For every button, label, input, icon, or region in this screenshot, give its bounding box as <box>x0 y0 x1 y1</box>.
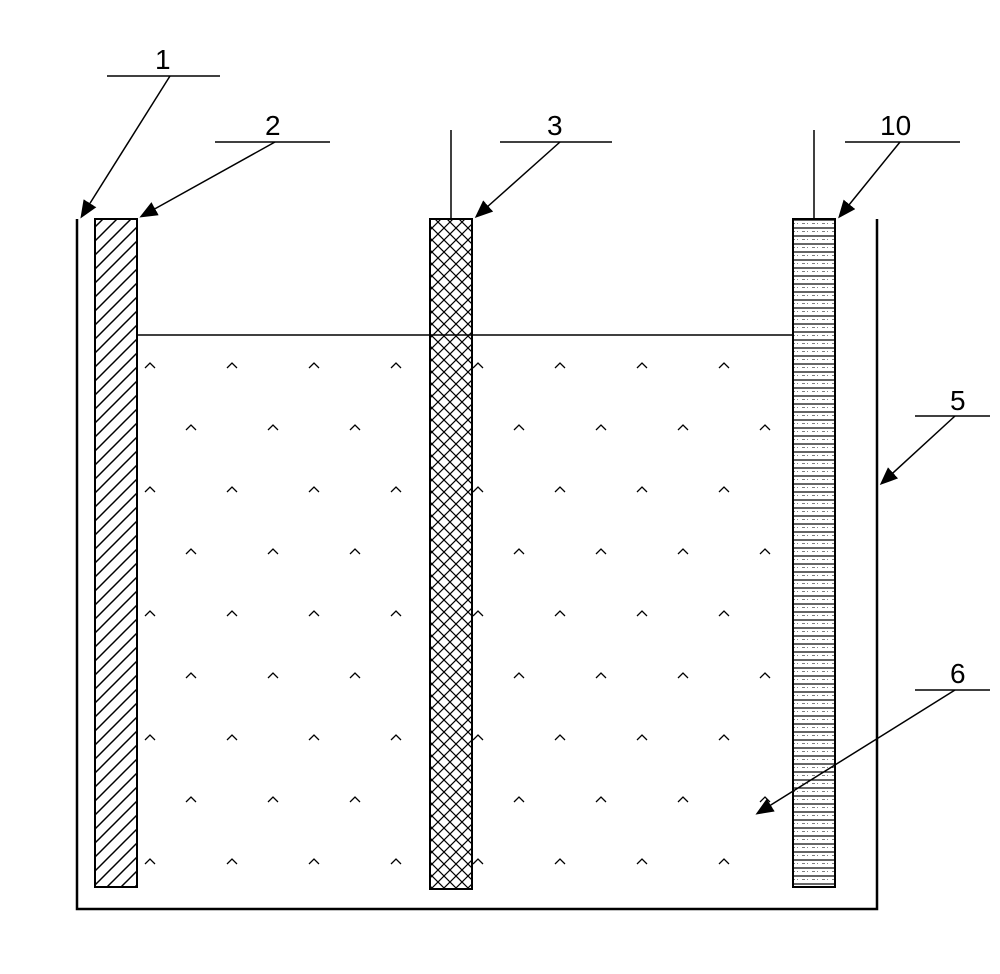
label-5-text: 5 <box>950 385 966 417</box>
label-3-leader <box>477 142 560 216</box>
diagram-svg <box>0 0 1000 974</box>
label-6-text: 6 <box>950 658 966 690</box>
electrode-left <box>95 219 137 887</box>
label-3-text: 3 <box>547 110 563 142</box>
label-5-leader <box>882 416 955 483</box>
diagram-container: 1 2 3 10 5 6 <box>0 0 1000 974</box>
label-2-text: 2 <box>265 110 281 142</box>
electrode-center <box>430 219 472 889</box>
label-10-text: 10 <box>880 110 911 142</box>
label-2-leader <box>142 142 275 216</box>
label-1-text: 1 <box>155 44 171 76</box>
label-10-leader <box>840 142 900 216</box>
container-outer <box>77 219 877 909</box>
label-6-leader <box>758 690 955 813</box>
label-1-leader <box>82 76 170 216</box>
